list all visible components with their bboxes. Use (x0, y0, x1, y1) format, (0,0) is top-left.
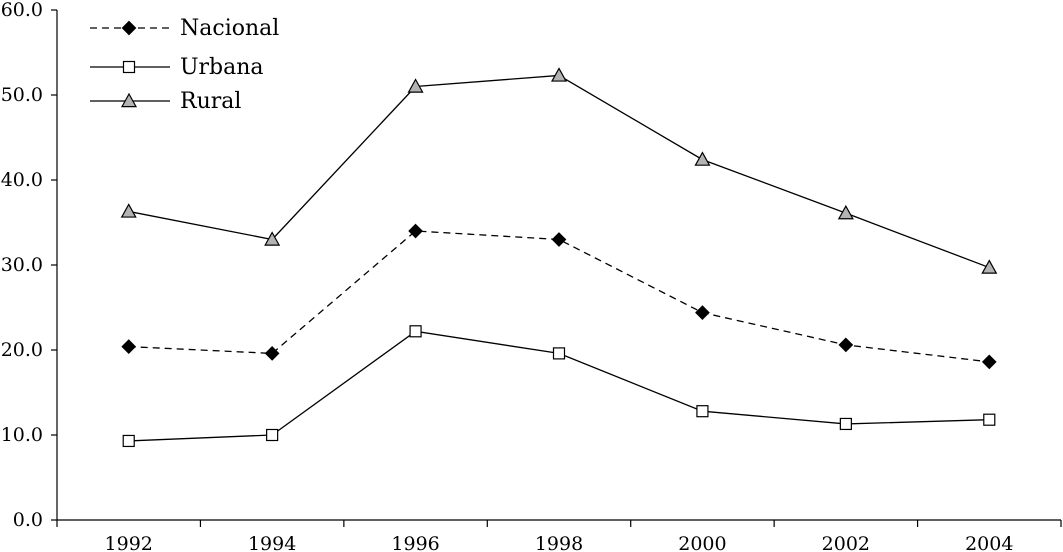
x-tick-label: 1992 (105, 533, 153, 552)
y-tick-label: 10.0 (1, 424, 43, 446)
data-point-rural (407, 78, 424, 93)
data-point-rural (837, 204, 854, 220)
data-point-rural (694, 151, 711, 166)
x-tick-label: 1994 (248, 533, 296, 552)
y-tick-label: 40.0 (1, 169, 43, 191)
legend-label: Urbana (180, 55, 264, 80)
series-nacional (121, 223, 997, 370)
data-point-urbana (122, 434, 135, 448)
y-tick-label: 50.0 (1, 84, 43, 106)
legend-item-urbana: Urbana (90, 55, 264, 80)
x-tick-label: 2004 (965, 533, 1013, 552)
series-layer (120, 67, 998, 448)
data-point-nacional (551, 232, 567, 247)
legend-marker (121, 20, 137, 36)
legend-item-nacional: Nacional (90, 16, 279, 41)
x-tick-label: 2002 (822, 533, 870, 552)
data-point-urbana (409, 325, 422, 338)
series-line-nacional (128, 230, 990, 363)
legend-item-rural: Rural (90, 89, 241, 114)
data-point-nacional (981, 354, 997, 370)
data-point-nacional (121, 339, 137, 354)
data-point-rural (550, 67, 568, 82)
data-point-urbana (983, 413, 996, 426)
data-point-nacional (264, 346, 280, 361)
legend-label: Rural (180, 89, 241, 114)
x-tick-label: 2000 (678, 533, 726, 552)
y-tick-label: 20.0 (1, 339, 43, 361)
x-tick-label: 1996 (391, 533, 439, 552)
data-point-urbana (266, 428, 279, 442)
data-point-urbana (552, 347, 566, 360)
data-point-nacional (695, 305, 710, 320)
series-rural (120, 67, 998, 274)
data-point-nacional (838, 337, 854, 353)
legend-marker (122, 60, 136, 74)
x-tick-label: 1998 (535, 533, 583, 552)
x-axis: 1992 1994 1996 1998 2000 2002 2004 (56, 519, 1062, 552)
data-point-urbana (839, 417, 852, 431)
series-urbana (122, 325, 996, 448)
y-tick-label: 0.0 (13, 509, 43, 531)
data-point-rural (981, 259, 998, 274)
y-tick-label: 30.0 (1, 254, 43, 276)
y-axis: 0.0 10.0 20.0 30.0 40.0 50.0 60.0 (1, 0, 58, 531)
data-point-urbana (696, 405, 709, 418)
legend-label: Nacional (180, 16, 279, 41)
y-tick-label: 60.0 (1, 0, 43, 21)
legend: Nacional Urbana Rural (90, 16, 279, 114)
data-point-nacional (408, 223, 423, 239)
data-point-rural (120, 203, 137, 218)
data-point-rural (264, 231, 281, 246)
legend-marker (120, 92, 138, 108)
